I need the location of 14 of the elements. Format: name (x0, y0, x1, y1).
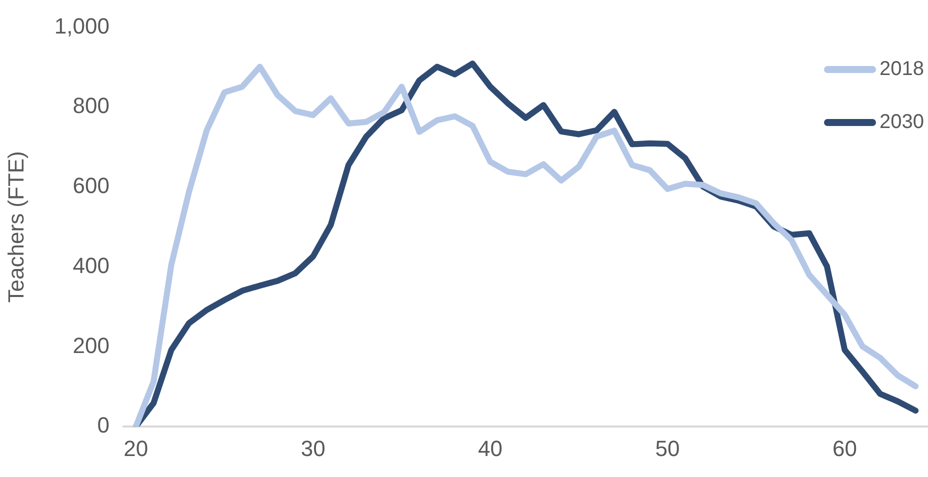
y-tick-label: 200 (72, 332, 110, 358)
legend-label: 2018 (880, 58, 924, 81)
y-tick-label: 0 (97, 412, 110, 438)
y-tick-label: 600 (72, 173, 110, 198)
y-tick-label: 800 (72, 93, 110, 118)
x-tick-label: 20 (124, 436, 148, 461)
x-tick-label: 30 (300, 436, 326, 461)
x-tick-label: 60 (832, 436, 857, 461)
y-tick-label: 400 (72, 252, 110, 278)
y-tick-label: 1,000 (54, 13, 110, 38)
legend-label: 2030 (880, 111, 924, 134)
y-axis-title: Teachers (FTE) (3, 151, 28, 303)
x-tick-label: 40 (478, 436, 503, 461)
x-tick-label: 50 (655, 436, 680, 461)
